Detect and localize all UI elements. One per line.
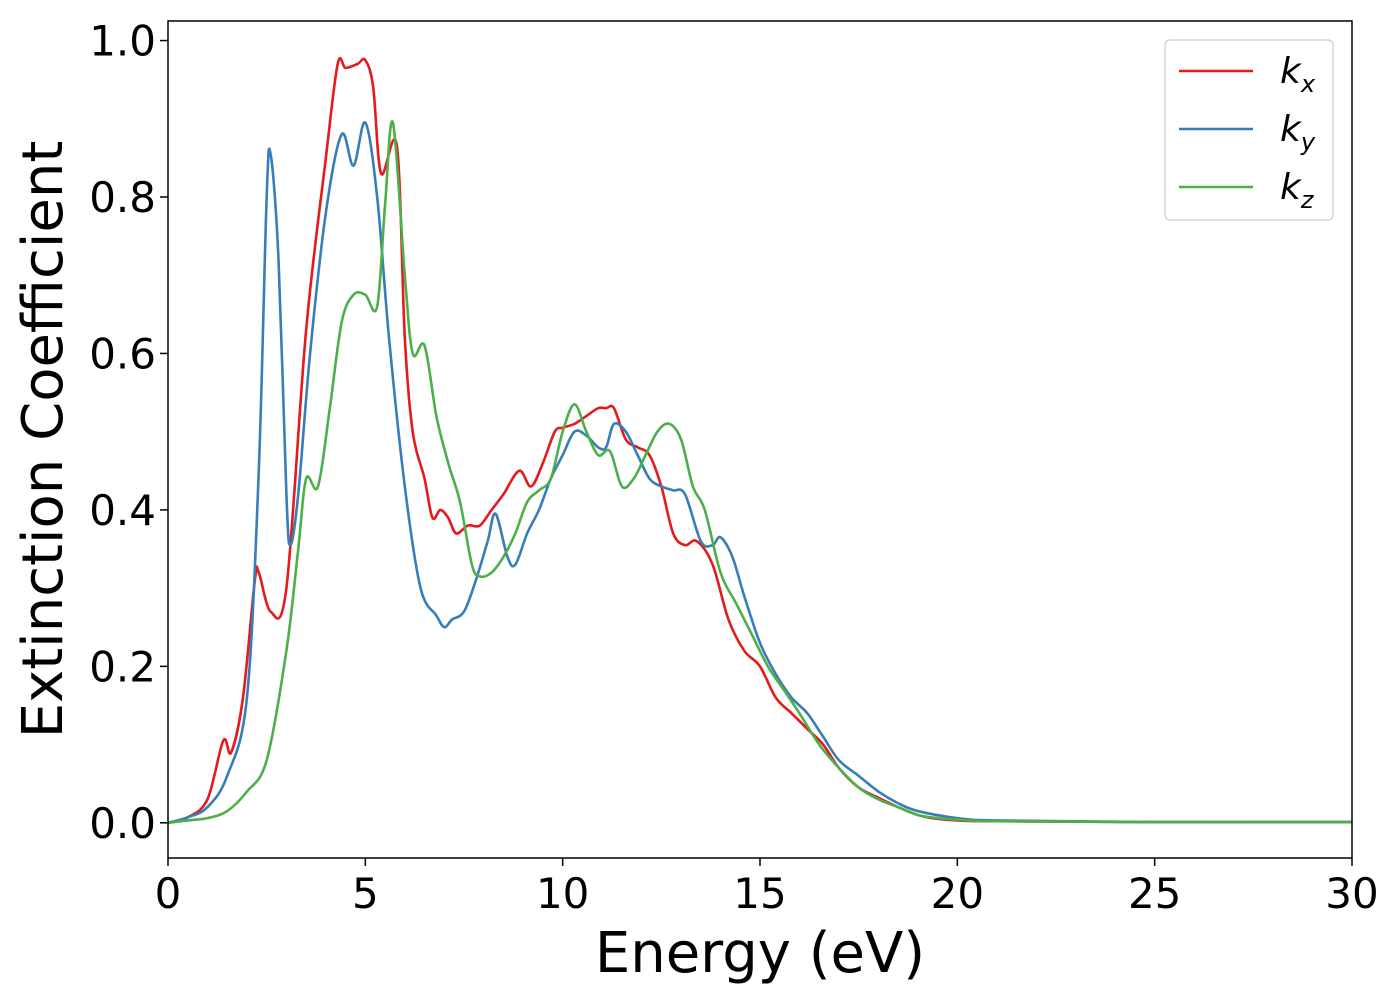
x-tick-label: 10 [536,869,589,918]
x-axis: 0 5 10 15 20 25 30 [155,858,1379,918]
y-tick-label: 0.0 [89,799,156,848]
x-tick-label: 0 [155,869,182,918]
y-axis: 0.0 0.2 0.4 0.6 0.8 1.0 [89,17,168,848]
series-line-y [168,121,1352,825]
x-tick-label: 5 [352,869,379,918]
x-tick-label: 15 [733,869,786,918]
y-tick-label: 1.0 [89,17,156,66]
series-layer [168,57,1352,825]
y-tick-label: 0.8 [89,173,156,222]
y-tick-label: 0.6 [89,329,156,378]
series-line-z [168,119,1352,825]
x-tick-label: 20 [931,869,984,918]
y-axis-label: Extinction Coefficient [11,141,76,739]
y-tick-label: 0.2 [89,642,156,691]
x-tick-label: 30 [1325,869,1378,918]
x-axis-label: Energy (eV) [595,921,925,986]
legend-label-z: kz [1280,167,1315,214]
legend-label-y: ky [1280,109,1316,156]
series-line-x [168,57,1352,825]
legend-label-x: kx [1280,51,1316,98]
legend: kx ky kz [1164,39,1334,221]
y-tick-label: 0.4 [89,486,156,535]
x-tick-label: 25 [1128,869,1181,918]
